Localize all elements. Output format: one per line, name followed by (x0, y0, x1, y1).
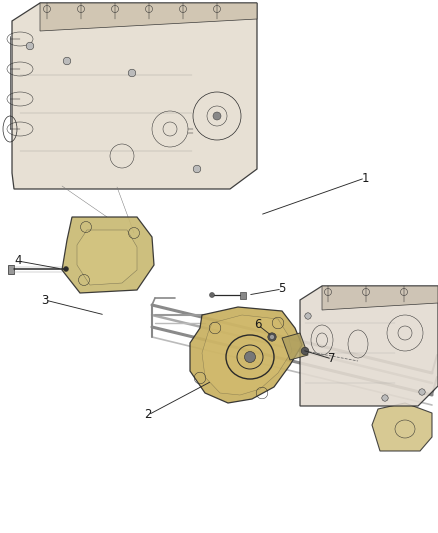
Text: 1: 1 (361, 172, 369, 184)
Text: 6: 6 (254, 319, 262, 332)
Polygon shape (322, 286, 438, 310)
Polygon shape (282, 333, 308, 360)
Circle shape (244, 351, 255, 362)
Text: 3: 3 (41, 294, 49, 306)
Polygon shape (62, 217, 154, 293)
Circle shape (128, 69, 136, 77)
Polygon shape (190, 307, 302, 403)
Bar (8, 264, 14, 273)
Circle shape (64, 266, 68, 271)
Polygon shape (372, 403, 432, 451)
Text: 2: 2 (144, 408, 152, 422)
Circle shape (301, 347, 309, 355)
Polygon shape (12, 3, 257, 189)
Circle shape (305, 313, 311, 319)
Text: 5: 5 (278, 282, 286, 295)
Circle shape (382, 395, 388, 401)
Polygon shape (40, 3, 257, 31)
Ellipse shape (213, 112, 221, 120)
Circle shape (26, 42, 34, 50)
Circle shape (269, 335, 275, 340)
Circle shape (419, 389, 425, 395)
Circle shape (268, 333, 276, 341)
Text: 4: 4 (14, 254, 22, 268)
Circle shape (209, 293, 215, 297)
Text: 7: 7 (328, 352, 336, 366)
Circle shape (193, 165, 201, 173)
Polygon shape (202, 315, 292, 395)
Polygon shape (300, 286, 438, 406)
Circle shape (63, 57, 71, 65)
Polygon shape (77, 230, 137, 285)
Bar (240, 292, 246, 298)
